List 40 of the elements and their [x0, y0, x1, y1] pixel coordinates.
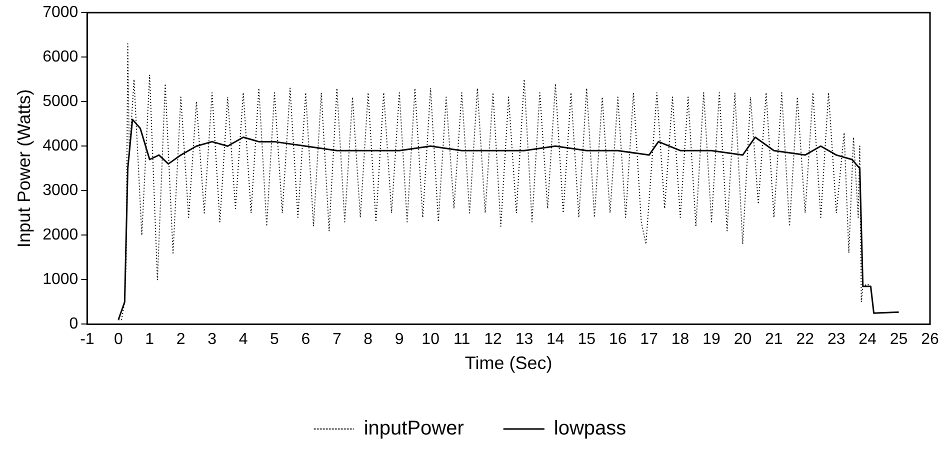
x-tick-label: 20 [734, 331, 752, 348]
x-tick-label: 3 [208, 331, 217, 348]
legend-label: lowpass [554, 418, 626, 440]
x-tick-label: -1 [80, 331, 94, 348]
x-tick-label: 21 [765, 331, 783, 348]
y-tick-label: 3000 [42, 182, 78, 200]
x-tick-label: 12 [484, 331, 502, 348]
x-tick-label: 17 [640, 331, 658, 348]
x-tick-label: 7 [332, 331, 342, 348]
y-tick-label: 2000 [42, 226, 78, 244]
y-tick-label: 6000 [42, 48, 78, 66]
x-tick-label: 15 [578, 331, 596, 348]
x-tick-label: 24 [858, 331, 877, 348]
x-tick-label: 16 [608, 331, 627, 348]
x-tick-label: 1 [145, 331, 154, 348]
x-tick-label: 9 [394, 331, 404, 348]
x-axis-title: Time (Sec) [464, 353, 552, 374]
x-tick-label: 26 [921, 331, 939, 348]
y-tick-label: 4000 [42, 138, 78, 155]
x-tick-label: 18 [671, 331, 690, 348]
x-tick-label: 10 [422, 331, 440, 348]
x-tick-label: 11 [453, 331, 470, 348]
y-tick-label: 7000 [42, 4, 78, 22]
y-tick-label: 0 [69, 316, 78, 333]
y-tick-label: 1000 [42, 271, 78, 288]
x-tick-label: 6 [301, 331, 310, 348]
y-tick-label: 5000 [42, 93, 78, 110]
x-tick-label: 23 [827, 331, 846, 348]
x-tick-label: 4 [238, 331, 248, 348]
x-tick-label: 8 [364, 331, 373, 348]
x-tick-label: 5 [270, 331, 280, 348]
x-tick-label: 13 [515, 331, 534, 348]
x-tick-label: 14 [546, 331, 564, 348]
y-axis-title: Input Power (Watts) [14, 89, 34, 248]
legend-label: inputPower [364, 418, 464, 440]
x-tick-label: 19 [702, 331, 720, 348]
x-tick-label: 25 [890, 331, 908, 348]
x-tick-label: 22 [796, 331, 814, 348]
x-tick-label: 2 [176, 331, 186, 348]
x-tick-label: 0 [114, 331, 123, 348]
